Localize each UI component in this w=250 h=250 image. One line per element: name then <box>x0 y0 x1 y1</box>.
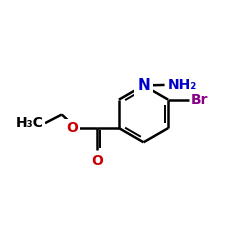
Text: Br: Br <box>191 93 209 107</box>
Text: NH₂: NH₂ <box>168 78 197 92</box>
Text: H₃C: H₃C <box>16 116 44 130</box>
Text: N: N <box>137 78 150 93</box>
Text: O: O <box>91 154 103 168</box>
Text: O: O <box>66 121 78 135</box>
